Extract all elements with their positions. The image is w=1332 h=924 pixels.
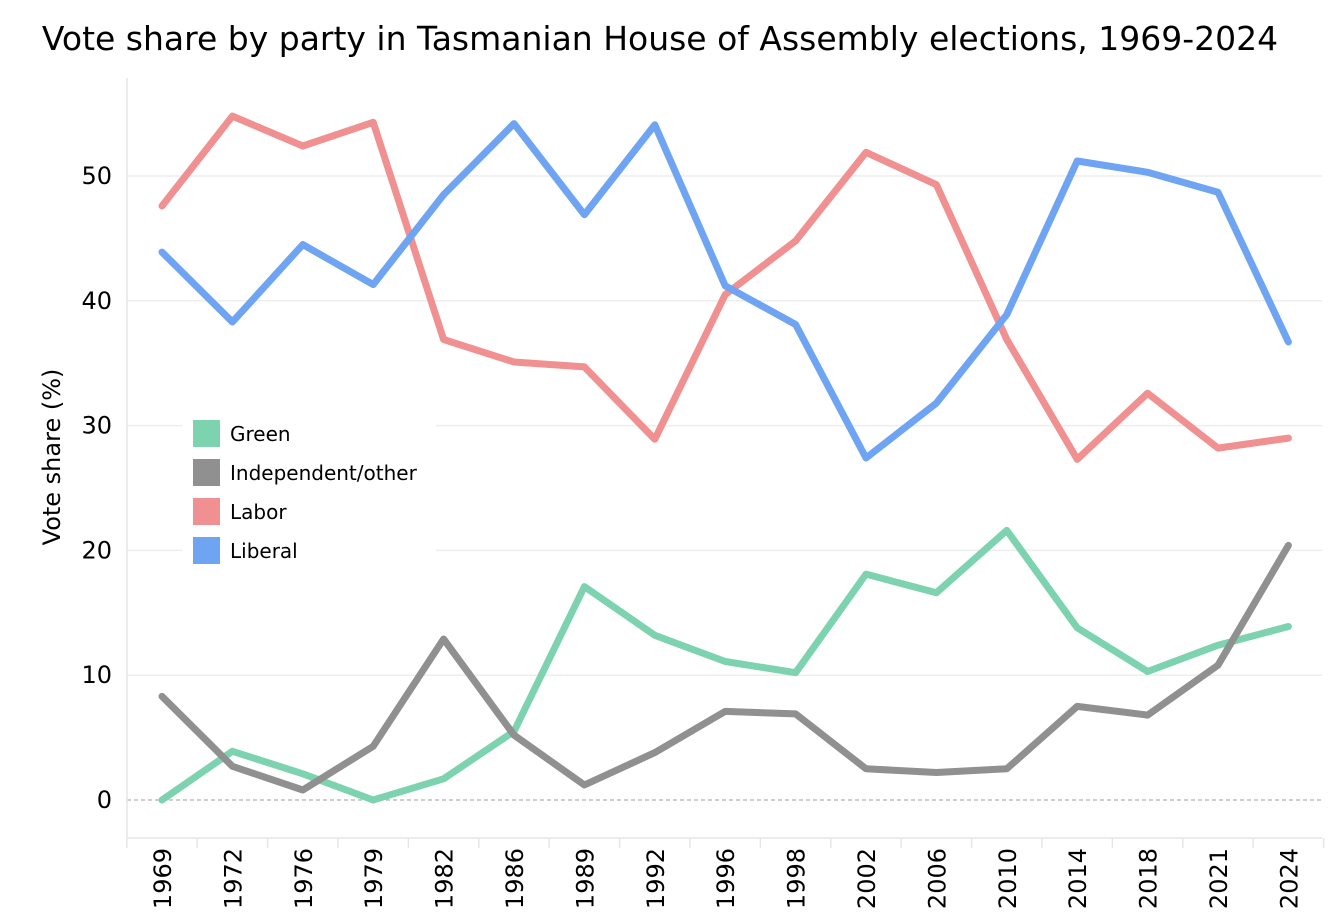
legend-swatch-independent-other xyxy=(193,459,220,486)
y-tick-label: 40 xyxy=(81,287,112,315)
y-tick-label: 50 xyxy=(81,162,112,190)
x-tick-label: 1979 xyxy=(360,848,388,909)
legend-swatch-labor xyxy=(193,498,220,525)
y-tick-label: 30 xyxy=(81,412,112,440)
series-line-independent-other xyxy=(158,541,1292,794)
legend-label-green: Green xyxy=(230,422,291,446)
series-line-labor xyxy=(158,112,1292,463)
y-tick-label: 20 xyxy=(81,536,112,564)
x-tick-label: 1972 xyxy=(219,848,247,909)
x-tick-label: 1976 xyxy=(290,848,318,909)
x-tick-label: 2021 xyxy=(1205,848,1233,909)
x-tick-label: 2014 xyxy=(1064,848,1092,909)
x-tick-label: 1989 xyxy=(571,848,599,909)
y-tick-label: 10 xyxy=(81,661,112,689)
x-tick-label: 1986 xyxy=(501,848,529,909)
x-tick-label: 2006 xyxy=(923,848,951,909)
x-tick-label: 1969 xyxy=(149,848,177,909)
legend-label-independent-other: Independent/other xyxy=(230,461,418,485)
x-tick-label: 1996 xyxy=(712,848,740,909)
legend-swatch-liberal xyxy=(193,537,220,564)
x-tick-label: 1998 xyxy=(783,848,811,909)
x-tick-label: 1992 xyxy=(642,848,670,909)
x-tick-label: 2010 xyxy=(994,848,1022,909)
y-axis-title: Vote share (%) xyxy=(38,369,66,546)
x-tick-label: 2002 xyxy=(853,848,881,909)
series-lines xyxy=(158,112,1292,804)
series-line-green xyxy=(158,526,1292,804)
legend: Green Independent/other Labor Liberal xyxy=(182,408,436,576)
legend-background xyxy=(182,408,436,576)
y-tick-label: 0 xyxy=(97,786,112,814)
series-line-liberal xyxy=(158,120,1292,462)
x-tick-label: 1982 xyxy=(431,848,459,909)
x-tick-label: 2018 xyxy=(1135,848,1163,909)
axes: 0 10 20 30 40 50 1969 1972 1976 1979 1982 1986 1989 1… xyxy=(81,78,1325,909)
legend-label-labor: Labor xyxy=(230,500,287,524)
x-tick-label: 2024 xyxy=(1275,848,1303,909)
legend-label-liberal: Liberal xyxy=(230,539,298,563)
chart-title: Vote share by party in Tasmanian House o… xyxy=(42,19,1278,58)
legend-swatch-green xyxy=(193,420,220,447)
